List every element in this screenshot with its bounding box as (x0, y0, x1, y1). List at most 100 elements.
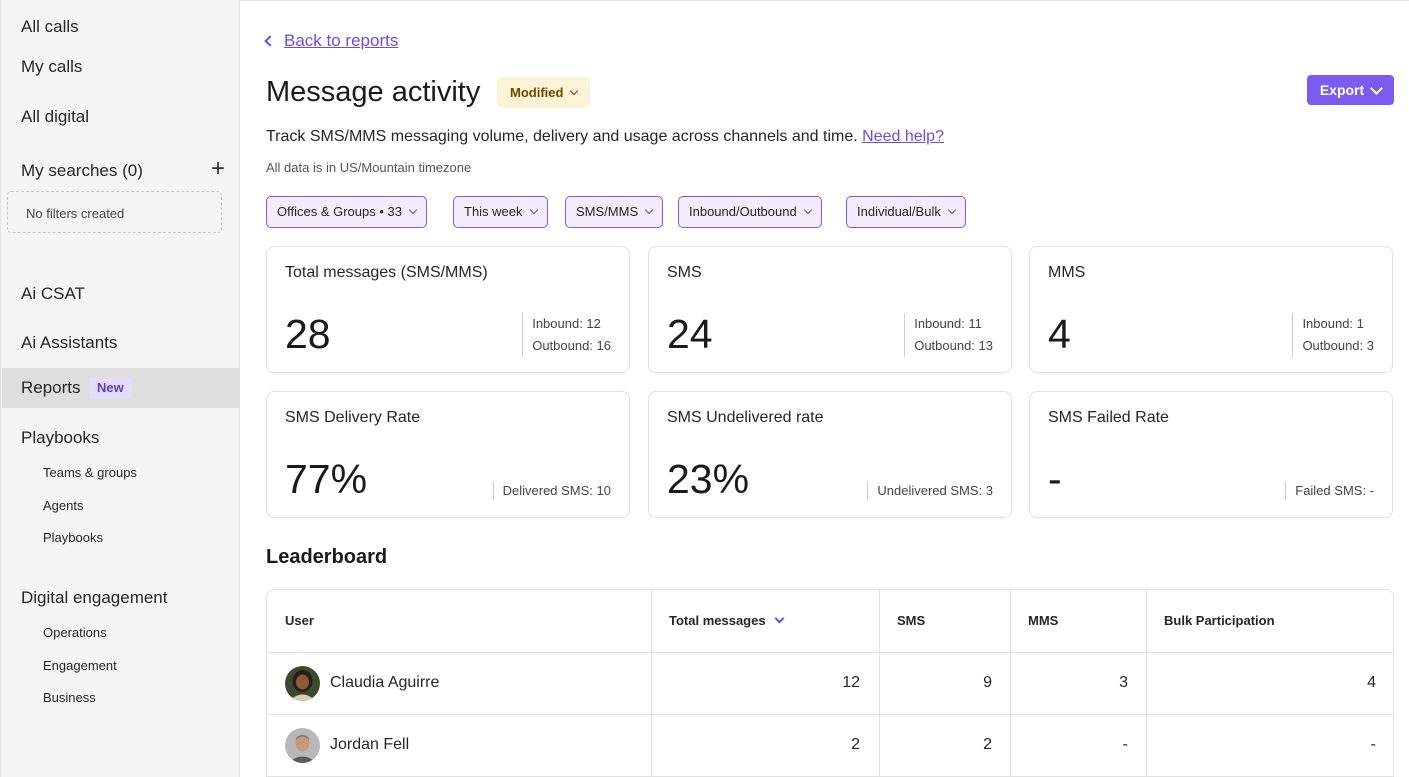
sidebar-section-playbooks[interactable]: Playbooks (21, 428, 100, 447)
filter-date-range[interactable]: This week (453, 196, 548, 228)
filter-individual-bulk[interactable]: Individual/Bulk (846, 196, 966, 228)
filter-offices-groups[interactable]: Offices & Groups • 33 (266, 196, 427, 228)
sidebar: All calls My calls All digital My search… (0, 0, 240, 777)
card-value: 77% (285, 456, 368, 502)
chevron-down-icon (570, 86, 579, 95)
column-divider (1146, 590, 1147, 777)
stat-card-sms-undelivered-rate: SMS Undelivered rate 23% Undelivered SMS… (648, 391, 1012, 518)
delivered-count: Delivered SMS: 10 (492, 482, 611, 500)
timezone-note: All data is in US/Mountain timezone (266, 160, 472, 175)
column-header-user[interactable]: User (285, 613, 314, 628)
column-header-sms[interactable]: SMS (897, 613, 926, 628)
sidebar-item-agents[interactable]: Agents (43, 498, 84, 513)
filter-direction[interactable]: Inbound/Outbound (678, 196, 822, 228)
page-title: Message activity (266, 76, 481, 108)
leaderboard-table: User Total messages SMS MMS Bulk Partici… (266, 589, 1394, 777)
chevron-down-icon (644, 205, 654, 215)
sms-cell: 2 (983, 736, 992, 753)
inbound-count: Inbound: 1 (1302, 316, 1364, 331)
sidebar-item-teams-groups[interactable]: Teams & groups (43, 465, 137, 480)
sort-descending-icon[interactable] (774, 613, 785, 624)
column-header-bulk-participation[interactable]: Bulk Participation (1164, 613, 1275, 628)
card-value: 28 (285, 311, 331, 357)
stat-card-sms-delivery-rate: SMS Delivery Rate 77% Delivered SMS: 10 (266, 391, 630, 518)
column-header-mms[interactable]: MMS (1028, 613, 1059, 628)
new-badge: New (89, 377, 132, 399)
chevron-down-icon (947, 205, 957, 215)
sidebar-item-operations[interactable]: Operations (43, 625, 107, 640)
user-name: Jordan Fell (330, 736, 410, 753)
filter-label: Offices & Groups • 33 (277, 204, 402, 219)
add-search-icon[interactable]: + (210, 155, 225, 182)
avatar (285, 665, 320, 701)
card-breakdown: Inbound: 1 Outbound: 3 (1292, 313, 1374, 357)
filter-label: SMS/MMS (576, 204, 639, 219)
sidebar-item-playbooks[interactable]: Playbooks (43, 530, 103, 545)
card-value: 24 (667, 311, 713, 357)
card-breakdown: Inbound: 11 Outbound: 13 (904, 313, 993, 357)
bulk-participation-cell: - (1370, 736, 1376, 753)
row-divider (267, 714, 1393, 715)
sidebar-item-ai-csat[interactable]: Ai CSAT (21, 284, 85, 303)
export-label: Export (1319, 82, 1365, 98)
sidebar-item-ai-assistants[interactable]: Ai Assistants (21, 333, 118, 352)
filter-label: This week (464, 204, 523, 219)
card-title: SMS Undelivered rate (667, 409, 824, 426)
card-title: Total messages (SMS/MMS) (285, 264, 488, 281)
total-messages-cell: 12 (842, 674, 860, 691)
chevron-down-icon (803, 205, 812, 215)
sidebar-section-digital-engagement[interactable]: Digital engagement (21, 588, 168, 607)
sidebar-item-all-digital[interactable]: All digital (21, 107, 90, 126)
stat-card-total-messages: Total messages (SMS/MMS) 28 Inbound: 12 … (266, 246, 630, 373)
stat-card-sms-failed-rate: SMS Failed Rate - Failed SMS: - (1029, 391, 1393, 518)
top-divider (240, 0, 1409, 1)
chevron-down-icon (529, 205, 538, 215)
need-help-link[interactable]: Need help? (862, 128, 944, 145)
sidebar-item-reports-label: Reports (21, 378, 81, 397)
card-value: - (1048, 456, 1062, 502)
undelivered-count: Undelivered SMS: 3 (867, 482, 993, 500)
card-title: MMS (1048, 264, 1086, 281)
sidebar-item-business[interactable]: Business (43, 690, 96, 705)
column-divider (879, 590, 880, 777)
user-name: Claudia Aguirre (330, 674, 440, 691)
chevron-down-icon (408, 205, 418, 215)
failed-count: Failed SMS: - (1285, 482, 1374, 500)
filter-message-type[interactable]: SMS/MMS (565, 196, 664, 228)
card-value: 23% (667, 456, 750, 502)
card-title: SMS Failed Rate (1048, 409, 1169, 426)
sidebar-item-engagement[interactable]: Engagement (43, 658, 117, 673)
avatar (285, 727, 320, 763)
outbound-count: Outbound: 3 (1302, 338, 1374, 353)
card-value: 4 (1048, 311, 1071, 357)
mms-cell: - (1122, 736, 1128, 753)
sidebar-item-my-calls[interactable]: My calls (21, 57, 83, 76)
sidebar-item-all-calls[interactable]: All calls (21, 17, 79, 36)
sidebar-item-my-searches[interactable]: My searches (0) (21, 161, 143, 180)
back-link-label: Back to reports (284, 31, 399, 50)
stat-card-sms: SMS 24 Inbound: 11 Outbound: 13 (648, 246, 1012, 373)
sms-cell: 9 (983, 674, 992, 691)
card-breakdown: Inbound: 12 Outbound: 16 (522, 313, 611, 357)
modified-status-dropdown[interactable]: Modified (497, 77, 591, 108)
stat-card-mms: MMS 4 Inbound: 1 Outbound: 3 (1029, 246, 1393, 373)
leaderboard-title: Leaderboard (266, 546, 388, 568)
row-divider (267, 652, 1393, 653)
page-description: Track SMS/MMS messaging volume, delivery… (266, 128, 944, 146)
chevron-down-icon (1370, 81, 1384, 95)
filter-label: Inbound/Outbound (689, 204, 797, 219)
column-divider (651, 590, 652, 777)
chevron-left-icon (264, 35, 276, 47)
column-header-total-messages[interactable]: Total messages (651, 590, 785, 652)
description-text: Track SMS/MMS messaging volume, delivery… (266, 128, 858, 145)
inbound-count: Inbound: 11 (914, 316, 982, 331)
card-title: SMS Delivery Rate (285, 409, 421, 426)
outbound-count: Outbound: 13 (914, 338, 993, 353)
filter-label: Individual/Bulk (857, 204, 941, 219)
table-row-user[interactable]: Jordan Fell (285, 714, 409, 776)
status-badge-label: Modified (510, 85, 564, 100)
export-button[interactable]: Export (1307, 75, 1394, 105)
table-row-user[interactable]: Claudia Aguirre (285, 652, 439, 714)
outbound-count: Outbound: 16 (532, 338, 611, 353)
back-to-reports-link[interactable]: Back to reports (262, 31, 398, 51)
